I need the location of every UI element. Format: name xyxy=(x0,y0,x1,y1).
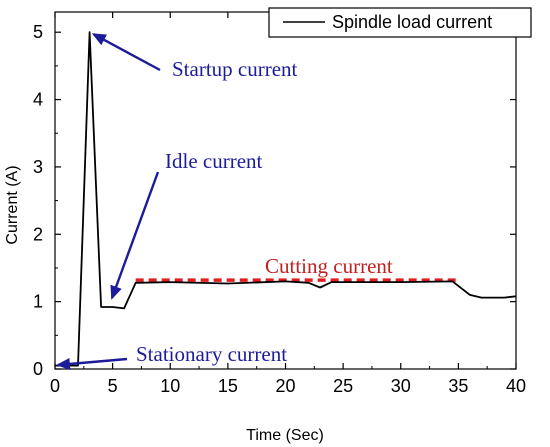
x-tick-label: 40 xyxy=(506,376,526,396)
y-tick-label: 3 xyxy=(33,157,43,177)
x-tick-label: 0 xyxy=(50,376,60,396)
x-tick-label: 10 xyxy=(160,376,180,396)
annotation-label: Startup current xyxy=(172,57,298,81)
y-tick-label: 4 xyxy=(33,90,43,110)
annotation-label: Idle current xyxy=(165,149,263,173)
annotation-arrow xyxy=(56,357,128,370)
x-tick-label: 35 xyxy=(448,376,468,396)
legend: Spindle load current xyxy=(268,7,532,38)
annotations: Startup current Idle current Cutting curre… xyxy=(56,33,393,370)
annotation-arrow xyxy=(110,171,160,300)
y-axis-title: Current (A) xyxy=(4,165,21,244)
annotation-label: Stationary current xyxy=(136,342,287,366)
x-tick-label: 30 xyxy=(391,376,411,396)
x-axis-title: Time (Sec) xyxy=(246,427,324,444)
y-tick-label: 1 xyxy=(33,292,43,312)
spindle-load-current-line xyxy=(55,31,517,367)
x-tick-label: 5 xyxy=(108,376,118,396)
x-tick-label: 20 xyxy=(275,376,295,396)
annotation-label: Cutting current xyxy=(265,254,393,278)
y-tick-label: 2 xyxy=(33,224,43,244)
y-tick-label: 5 xyxy=(33,22,43,42)
y-tick-label: 0 xyxy=(33,359,43,379)
x-tick-label: 25 xyxy=(333,376,353,396)
x-tick-label: 15 xyxy=(218,376,238,396)
axis-ticks: 0 5 10 15 20 25 30 35 40 0 1 2 3 4 5 xyxy=(33,12,526,396)
legend-label: Spindle load current xyxy=(332,12,492,32)
annotation-arrow xyxy=(91,33,161,72)
